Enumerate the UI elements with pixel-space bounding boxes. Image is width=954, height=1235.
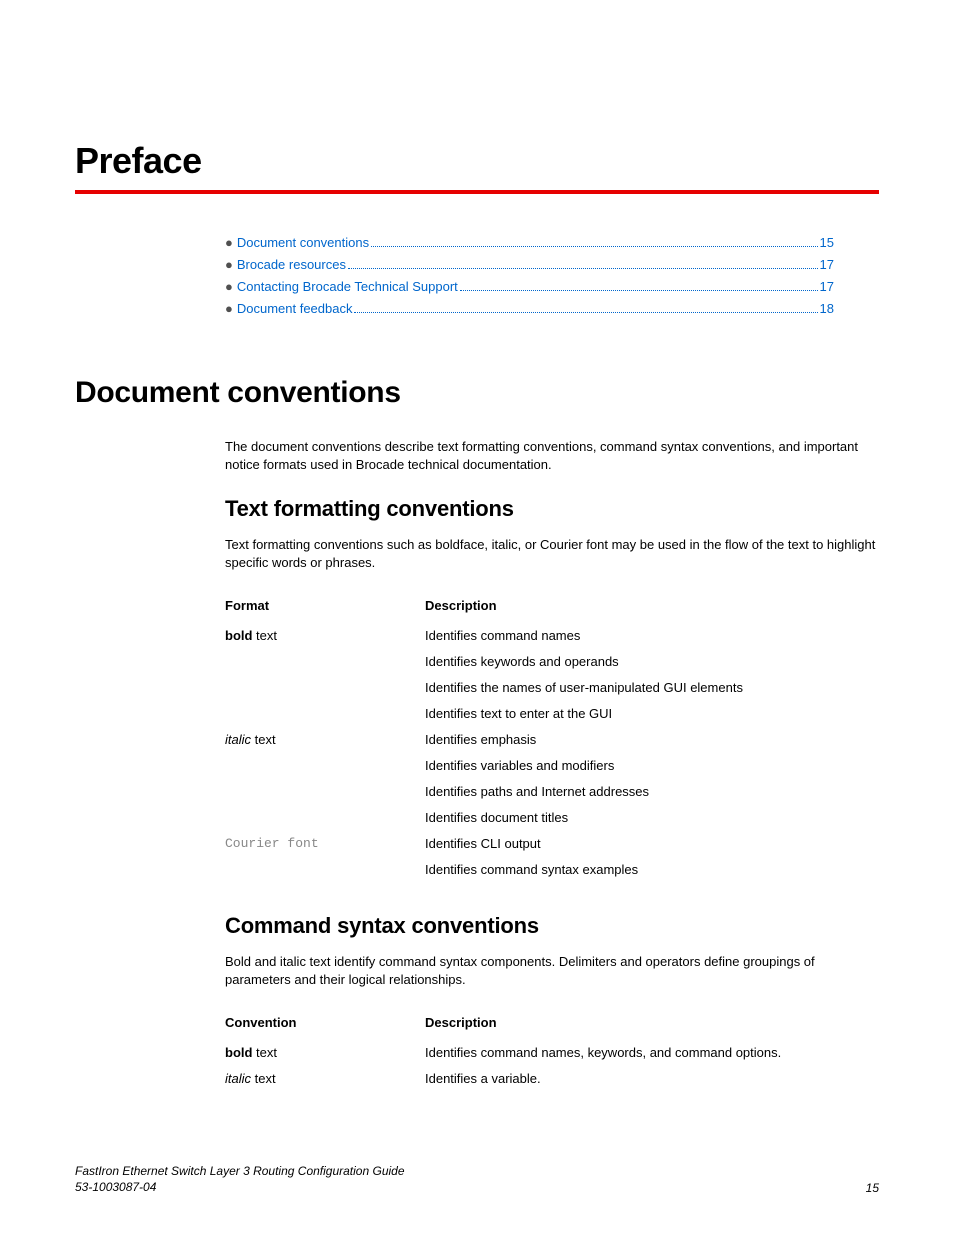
table-cell-description: Identifies command syntax examples (425, 857, 763, 883)
bullet-icon: ● (225, 254, 233, 276)
accent-rule (75, 190, 879, 194)
table-of-contents: ● Document conventions 15 ● Brocade reso… (225, 232, 834, 320)
page-title: Preface (75, 140, 879, 182)
toc-label: Document feedback (237, 298, 353, 320)
toc-leader (348, 268, 818, 269)
label-suffix: text (251, 1071, 276, 1086)
toc-leader (354, 312, 817, 313)
subsection-heading-text-formatting: Text formatting conventions (225, 496, 879, 522)
table-cell-description: Identifies document titles (425, 805, 763, 831)
table-cell-description: Identifies CLI output (425, 831, 763, 857)
toc-label: Document conventions (237, 232, 369, 254)
toc-leader (460, 290, 818, 291)
bullet-icon: ● (225, 232, 233, 254)
table-cell-description: Identifies the names of user-manipulated… (425, 675, 763, 701)
table-cell-description: Identifies text to enter at the GUI (425, 701, 763, 727)
toc-page: 17 (820, 276, 834, 298)
toc-label: Brocade resources (237, 254, 346, 276)
section-intro: The document conventions describe text f… (225, 438, 879, 474)
table-cell-description: Identifies emphasis (425, 727, 763, 753)
toc-entry[interactable]: ● Document feedback 18 (225, 298, 834, 320)
table-cell-convention: italic text (225, 1066, 425, 1092)
label-suffix: text (251, 732, 276, 747)
toc-page: 17 (820, 254, 834, 276)
table-header-format: Format (225, 594, 425, 623)
subsection-heading-command-syntax: Command syntax conventions (225, 913, 879, 939)
table-cell-description: Identifies command names (425, 623, 763, 649)
table-cell-description: Identifies variables and modifiers (425, 753, 763, 779)
bold-sample: bold (225, 1045, 252, 1060)
page-footer: FastIron Ethernet Switch Layer 3 Routing… (75, 1163, 879, 1195)
table-header-convention: Convention (225, 1011, 425, 1040)
bold-sample: bold (225, 628, 252, 643)
bullet-icon: ● (225, 298, 233, 320)
table-header-description: Description (425, 1011, 801, 1040)
toc-entry[interactable]: ● Brocade resources 17 (225, 254, 834, 276)
toc-leader (371, 246, 817, 247)
toc-entry[interactable]: ● Contacting Brocade Technical Support 1… (225, 276, 834, 298)
table-cell-format: bold text (225, 623, 425, 649)
subsection-intro: Bold and italic text identify command sy… (225, 953, 879, 989)
bullet-icon: ● (225, 276, 233, 298)
table-cell-description: Identifies command names, keywords, and … (425, 1040, 801, 1066)
footer-doc-number: 53-1003087-04 (75, 1179, 405, 1195)
subsection-intro: Text formatting conventions such as bold… (225, 536, 879, 572)
text-formatting-table: Format Description bold text Identifies … (225, 594, 763, 883)
footer-page-number: 15 (866, 1181, 879, 1195)
toc-page: 15 (820, 232, 834, 254)
italic-sample: italic (225, 732, 251, 747)
label-suffix: text (252, 1045, 277, 1060)
table-cell-description: Identifies a variable. (425, 1066, 801, 1092)
table-cell-description: Identifies keywords and operands (425, 649, 763, 675)
table-cell-convention: bold text (225, 1040, 425, 1066)
italic-sample: italic (225, 1071, 251, 1086)
toc-page: 18 (820, 298, 834, 320)
table-cell-format-courier: Courier font (225, 831, 425, 857)
table-header-description: Description (425, 594, 763, 623)
footer-doc-title: FastIron Ethernet Switch Layer 3 Routing… (75, 1163, 405, 1179)
label-suffix: text (252, 628, 277, 643)
toc-label: Contacting Brocade Technical Support (237, 276, 458, 298)
table-cell-format: italic text (225, 727, 425, 753)
command-syntax-table: Convention Description bold text Identif… (225, 1011, 801, 1092)
table-cell-description: Identifies paths and Internet addresses (425, 779, 763, 805)
section-heading-document-conventions: Document conventions (75, 376, 879, 410)
toc-entry[interactable]: ● Document conventions 15 (225, 232, 834, 254)
